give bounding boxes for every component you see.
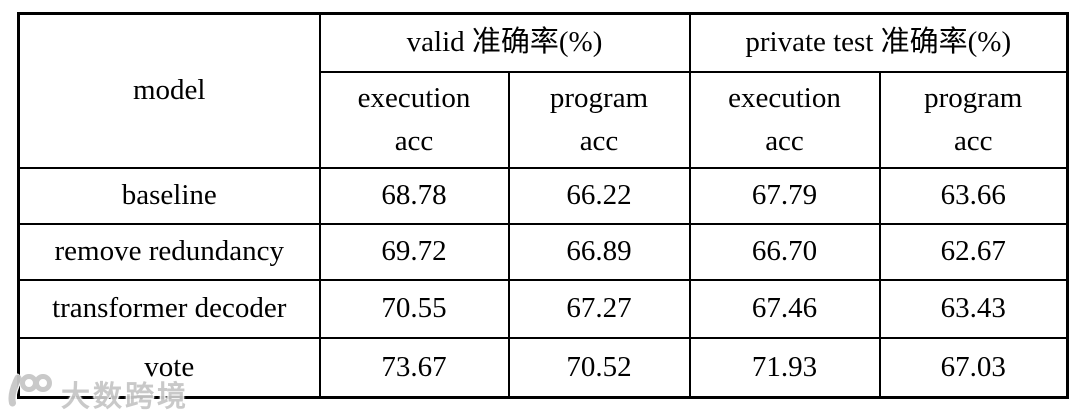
subheader-cell-private-program: program acc <box>878 70 1069 169</box>
value-cell: 63.43 <box>878 278 1069 339</box>
subheader-line: execution <box>728 82 841 115</box>
table-row: transformer decoder 70.55 67.27 67.46 63… <box>17 278 1069 339</box>
table-subheader-row: execution acc program acc execution acc … <box>19 70 1069 169</box>
subheader-line: acc <box>765 124 804 157</box>
value-cell: 62.67 <box>878 222 1069 281</box>
table-row: remove redundancy 69.72 66.89 66.70 62.6… <box>17 222 1069 281</box>
table-header-group-row: model valid 准确率(%) private test 准确率(%) <box>17 12 1069 169</box>
subheader-cell-valid-execution: execution acc <box>318 70 510 169</box>
value-cell: 71.93 <box>688 336 881 399</box>
value-cell: 69.72 <box>318 222 510 281</box>
value-cell: 67.46 <box>688 278 881 339</box>
header-cell-model: model <box>17 12 321 169</box>
value-cell: 70.55 <box>318 278 510 339</box>
value-cell: 67.03 <box>878 336 1069 399</box>
subheader-line: program <box>924 82 1023 115</box>
model-cell: remove redundancy <box>17 222 321 281</box>
subheader-line: acc <box>394 124 434 157</box>
value-cell: 73.67 <box>318 336 510 399</box>
subheader-line: acc <box>953 124 993 157</box>
value-cell: 66.89 <box>507 222 691 281</box>
table-row: baseline 68.78 66.22 67.79 63.66 <box>17 166 1069 225</box>
header-cell-private-test-group: private test 准确率(%) <box>688 12 1069 73</box>
model-cell: baseline <box>17 166 321 225</box>
value-cell: 67.27 <box>507 278 691 339</box>
value-cell: 66.22 <box>507 166 691 225</box>
model-cell: vote <box>17 336 321 399</box>
subheader-cell-valid-program: program acc <box>507 70 691 169</box>
value-cell: 67.79 <box>688 166 881 225</box>
model-cell: transformer decoder <box>17 278 321 339</box>
subheader-line: program <box>549 82 649 115</box>
table-row: vote 73.67 70.52 71.93 67.03 <box>17 336 1069 399</box>
header-cell-valid-group: valid 准确率(%) <box>318 12 691 73</box>
subheader-line: acc <box>579 124 619 157</box>
value-cell: 63.66 <box>878 166 1069 225</box>
value-cell: 66.70 <box>688 222 881 281</box>
results-table: model valid 准确率(%) private test 准确率(%) e… <box>17 12 1069 399</box>
subheader-line: execution <box>357 82 471 115</box>
subheader-cell-private-execution: execution acc <box>688 70 881 169</box>
value-cell: 68.78 <box>318 166 510 225</box>
value-cell: 70.52 <box>507 336 691 399</box>
